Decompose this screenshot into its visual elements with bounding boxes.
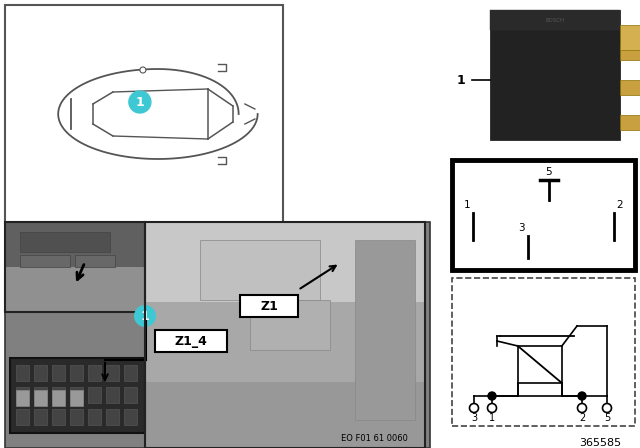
Bar <box>145 302 425 382</box>
Text: 5: 5 <box>546 167 552 177</box>
Text: 3: 3 <box>518 223 525 233</box>
Text: 1: 1 <box>141 310 149 323</box>
Polygon shape <box>58 69 258 159</box>
Text: 3: 3 <box>471 413 477 423</box>
Bar <box>52 409 65 425</box>
Bar <box>355 240 415 420</box>
Bar <box>52 390 65 406</box>
Bar <box>16 409 29 425</box>
Bar <box>240 295 298 317</box>
Bar <box>5 222 145 312</box>
Bar <box>52 365 65 381</box>
Bar <box>124 365 137 381</box>
Bar <box>88 409 101 425</box>
Bar <box>16 390 29 406</box>
Bar <box>70 409 83 425</box>
Bar <box>422 3 635 158</box>
Bar <box>106 387 119 403</box>
Bar <box>20 232 110 252</box>
Circle shape <box>488 404 497 413</box>
Bar <box>145 382 425 448</box>
Bar <box>620 25 640 50</box>
Bar <box>518 346 562 383</box>
Bar <box>490 10 620 30</box>
Bar <box>145 222 425 448</box>
Bar <box>145 222 425 448</box>
Bar <box>5 5 283 223</box>
Bar <box>106 365 119 381</box>
Bar <box>34 390 47 406</box>
Circle shape <box>134 305 156 327</box>
Text: 365585: 365585 <box>579 438 621 448</box>
Text: Z1: Z1 <box>260 300 278 313</box>
Bar <box>70 365 83 381</box>
Circle shape <box>140 67 146 73</box>
Bar <box>75 255 115 267</box>
Bar <box>10 358 145 433</box>
Bar <box>620 115 640 130</box>
Bar <box>5 222 145 312</box>
Bar <box>250 300 330 350</box>
Circle shape <box>602 404 611 413</box>
Text: Z1_4: Z1_4 <box>175 335 207 348</box>
Text: BOSCH: BOSCH <box>545 17 564 22</box>
Bar <box>34 409 47 425</box>
Circle shape <box>578 392 586 400</box>
Bar <box>452 160 635 270</box>
Bar <box>5 222 430 448</box>
Text: 1: 1 <box>456 73 465 86</box>
Bar <box>16 387 29 403</box>
Bar <box>20 255 70 267</box>
Circle shape <box>577 404 586 413</box>
Bar <box>16 365 29 381</box>
Circle shape <box>129 91 151 113</box>
Text: 1: 1 <box>136 95 144 108</box>
Bar <box>70 387 83 403</box>
Bar <box>5 267 145 312</box>
Bar <box>34 365 47 381</box>
Text: 2: 2 <box>579 413 585 423</box>
Text: EO F01 61 0060: EO F01 61 0060 <box>341 434 408 443</box>
Bar <box>88 387 101 403</box>
Bar <box>124 409 137 425</box>
Bar <box>5 222 145 267</box>
Bar <box>620 80 640 95</box>
Circle shape <box>470 404 479 413</box>
Text: 1: 1 <box>489 413 495 423</box>
Bar <box>88 365 101 381</box>
Bar <box>106 409 119 425</box>
Text: 5: 5 <box>604 413 610 423</box>
Text: 1: 1 <box>464 200 470 210</box>
Bar <box>620 45 640 60</box>
Bar <box>490 10 620 140</box>
Bar <box>34 387 47 403</box>
Bar <box>200 240 320 300</box>
Circle shape <box>488 392 496 400</box>
Bar <box>145 222 425 302</box>
Bar <box>155 330 227 352</box>
Bar <box>452 278 635 426</box>
Bar <box>52 387 65 403</box>
Bar <box>70 390 83 406</box>
Text: 2: 2 <box>617 200 623 210</box>
Bar <box>124 387 137 403</box>
